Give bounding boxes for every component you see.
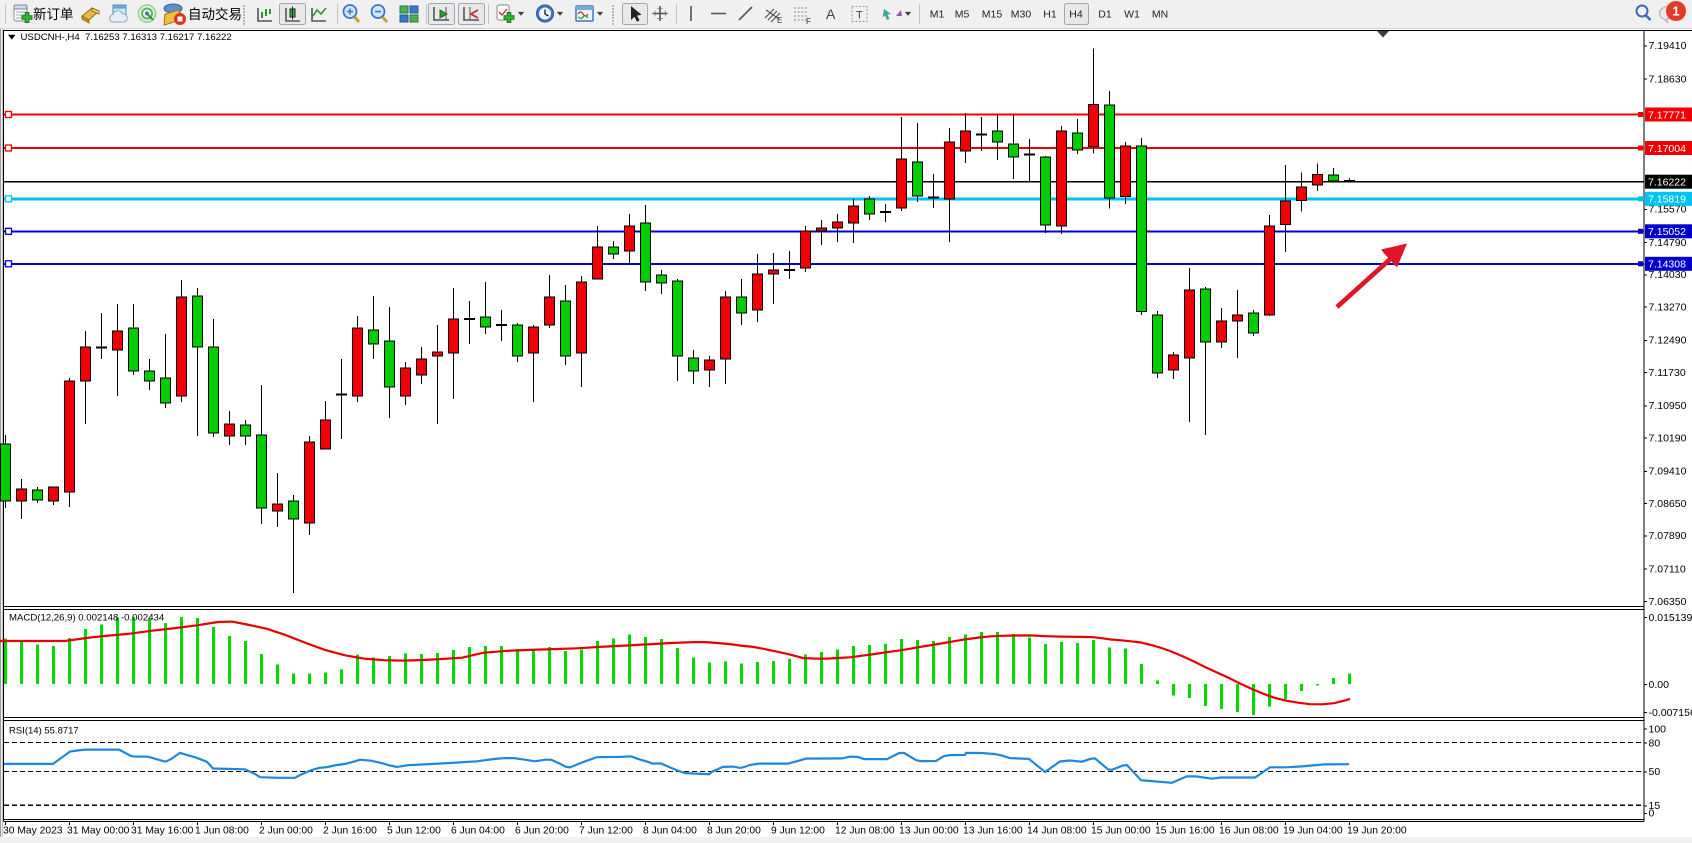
svg-text:7.10950: 7.10950 xyxy=(1649,400,1687,412)
svg-text:15 Jun 00:00: 15 Jun 00:00 xyxy=(1091,826,1151,837)
svg-text:7.07110: 7.07110 xyxy=(1649,563,1686,575)
svg-text:19 Jun 20:00: 19 Jun 20:00 xyxy=(1347,826,1407,837)
svg-text:H4: H4 xyxy=(1069,9,1083,21)
svg-text:31 May 00:00: 31 May 00:00 xyxy=(67,826,130,837)
svg-text:H1: H1 xyxy=(1043,9,1057,21)
svg-text:50: 50 xyxy=(1649,766,1661,778)
svg-text:0.00: 0.00 xyxy=(1649,679,1670,691)
svg-text:7.17771: 7.17771 xyxy=(1648,109,1686,121)
svg-text:7.18630: 7.18630 xyxy=(1649,73,1687,85)
svg-text:15 Jun 16:00: 15 Jun 16:00 xyxy=(1155,826,1215,837)
svg-text:2 Jun 16:00: 2 Jun 16:00 xyxy=(323,826,377,837)
svg-text:6 Jun 04:00: 6 Jun 04:00 xyxy=(451,826,505,837)
svg-text:6 Jun 20:00: 6 Jun 20:00 xyxy=(515,826,569,837)
svg-text:7.09410: 7.09410 xyxy=(1649,466,1687,478)
svg-text:1: 1 xyxy=(1672,4,1679,19)
svg-text:新订单: 新订单 xyxy=(33,7,74,22)
svg-text:14 Jun 08:00: 14 Jun 08:00 xyxy=(1027,826,1087,837)
svg-text:2 Jun 00:00: 2 Jun 00:00 xyxy=(259,826,313,837)
svg-text:7.06350: 7.06350 xyxy=(1649,596,1687,608)
svg-text:M1: M1 xyxy=(930,9,945,21)
svg-text:7.15819: 7.15819 xyxy=(1648,194,1686,206)
svg-text:16 Jun 08:00: 16 Jun 08:00 xyxy=(1219,826,1279,837)
svg-text:7.13270: 7.13270 xyxy=(1649,301,1687,313)
svg-text:7.17004: 7.17004 xyxy=(1648,143,1686,155)
svg-text:RSI(14) 55.8717: RSI(14) 55.8717 xyxy=(9,726,79,737)
svg-text:7.19410: 7.19410 xyxy=(1649,40,1687,52)
svg-text:13 Jun 00:00: 13 Jun 00:00 xyxy=(899,826,959,837)
svg-text:M5: M5 xyxy=(955,9,970,21)
svg-text:7.16222: 7.16222 xyxy=(1648,177,1686,189)
svg-text:9 Jun 12:00: 9 Jun 12:00 xyxy=(771,826,825,837)
svg-text:M30: M30 xyxy=(1011,9,1032,21)
svg-text:A: A xyxy=(826,6,836,22)
svg-text:7.14790: 7.14790 xyxy=(1649,237,1687,249)
svg-text:7.15052: 7.15052 xyxy=(1648,226,1686,238)
svg-text:7.08650: 7.08650 xyxy=(1649,498,1687,510)
svg-text:7.07890: 7.07890 xyxy=(1649,530,1687,542)
svg-text:-0.007156: -0.007156 xyxy=(1649,707,1692,719)
svg-text:80: 80 xyxy=(1649,737,1661,749)
svg-text:D1: D1 xyxy=(1098,9,1112,21)
svg-text:7.10190: 7.10190 xyxy=(1649,432,1687,444)
svg-text:1 Jun 08:00: 1 Jun 08:00 xyxy=(195,826,249,837)
svg-text:15: 15 xyxy=(1649,800,1661,812)
svg-text:7.14030: 7.14030 xyxy=(1649,269,1687,281)
svg-text:USDCNH-,H4 7.16253 7.16313 7.: USDCNH-,H4 7.16253 7.16313 7.16217 7.162… xyxy=(21,32,232,43)
svg-text:W1: W1 xyxy=(1124,9,1140,21)
svg-text:MACD(12,26,9) 0.002148 -0.0024: MACD(12,26,9) 0.002148 -0.002434 xyxy=(9,613,165,624)
svg-text:7.14308: 7.14308 xyxy=(1648,259,1686,271)
svg-text:100: 100 xyxy=(1649,723,1667,735)
svg-text:7.11730: 7.11730 xyxy=(1649,367,1686,379)
svg-text:8 Jun 04:00: 8 Jun 04:00 xyxy=(643,826,697,837)
svg-text:自动交易: 自动交易 xyxy=(188,6,242,22)
svg-text:31 May 16:00: 31 May 16:00 xyxy=(131,826,194,837)
svg-text:MN: MN xyxy=(1152,9,1168,21)
svg-text:E: E xyxy=(777,16,782,25)
svg-text:12 Jun 08:00: 12 Jun 08:00 xyxy=(835,826,895,837)
svg-text:M15: M15 xyxy=(982,9,1003,21)
svg-text:T: T xyxy=(856,10,863,22)
svg-text:19 Jun 04:00: 19 Jun 04:00 xyxy=(1283,826,1343,837)
svg-text:5 Jun 12:00: 5 Jun 12:00 xyxy=(387,826,441,837)
svg-text:0: 0 xyxy=(1649,808,1655,820)
svg-text:13 Jun 16:00: 13 Jun 16:00 xyxy=(963,826,1023,837)
svg-text:F: F xyxy=(806,17,811,26)
svg-text:8 Jun 20:00: 8 Jun 20:00 xyxy=(707,826,761,837)
svg-text:7.15570: 7.15570 xyxy=(1649,204,1687,216)
svg-text:0.015139: 0.015139 xyxy=(1649,612,1692,624)
svg-text:30 May 2023: 30 May 2023 xyxy=(3,826,63,837)
svg-text:7 Jun 12:00: 7 Jun 12:00 xyxy=(579,826,633,837)
svg-text:7.12490: 7.12490 xyxy=(1649,335,1687,347)
